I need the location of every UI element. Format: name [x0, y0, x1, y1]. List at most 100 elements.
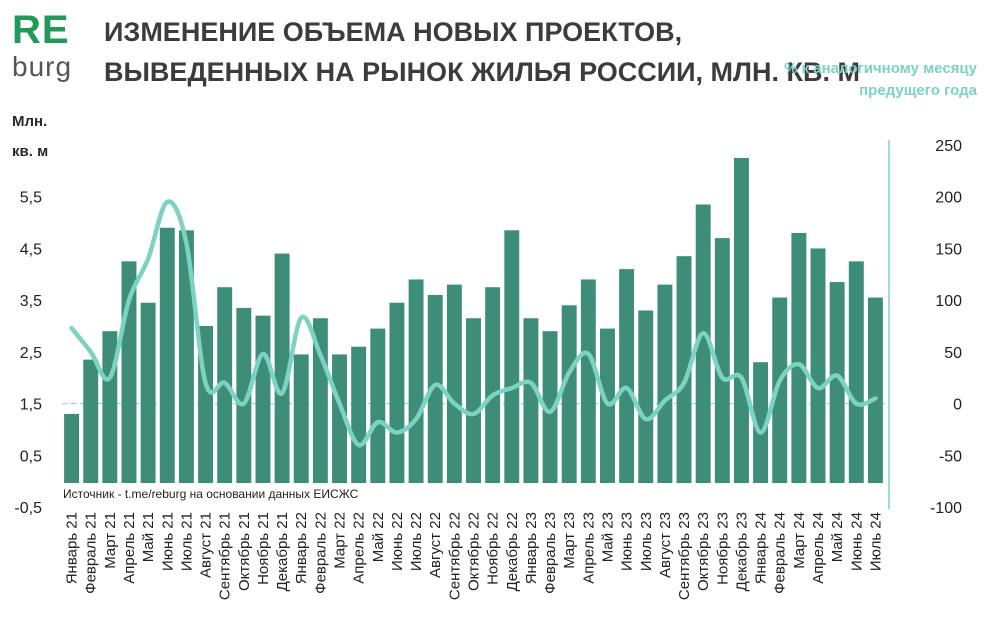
x-tick-label: Январь 22 — [293, 512, 310, 584]
x-tick-label: Август 21 — [198, 512, 215, 578]
y-right-tick: -100 — [930, 500, 962, 517]
bar — [140, 302, 156, 483]
x-tick-label: Август 22 — [427, 512, 444, 578]
bar — [466, 318, 481, 483]
x-tick-label: Сентябрь 23 — [676, 512, 693, 600]
logo-burg: burg — [12, 51, 73, 82]
x-tick-label: Апрель 23 — [580, 512, 597, 584]
x-tick-label: Апрель 24 — [810, 512, 827, 584]
bar — [867, 297, 883, 483]
x-tick-label: Октябрь 23 — [695, 512, 712, 591]
y-right-tick: 100 — [935, 293, 962, 310]
bar — [351, 346, 367, 483]
bar — [791, 232, 807, 483]
x-tick-label: Май 21 — [140, 512, 157, 562]
x-tick-label: Июнь 23 — [619, 512, 636, 571]
x-tick-label: Ноябрь 21 — [255, 512, 272, 585]
y-right-tick: 250 — [935, 138, 962, 155]
bar — [236, 307, 252, 483]
bar — [293, 354, 309, 483]
x-tick-label: Декабрь 22 — [504, 512, 521, 591]
bar — [159, 227, 175, 483]
bar — [504, 230, 520, 483]
y-right-tick: 150 — [935, 241, 962, 258]
page-title: ИЗМЕНЕНИЕ ОБЪЕМА НОВЫХ ПРОЕКТОВ, ВЫВЕДЕН… — [104, 17, 860, 87]
x-tick-label: Январь 23 — [523, 512, 540, 584]
bar — [619, 269, 635, 483]
bar — [733, 157, 749, 483]
y-left-tick: -0,5 — [14, 500, 42, 517]
x-tick-label: Апрель 22 — [351, 512, 368, 584]
bar — [83, 359, 99, 483]
left-axis-label: Млн. кв. м — [12, 113, 49, 160]
x-tick-label: Октябрь 21 — [236, 512, 253, 591]
x-tick-label: Январь 21 — [64, 512, 81, 584]
bar — [408, 279, 424, 483]
bar — [561, 305, 577, 483]
y-left-tick: 4,5 — [20, 241, 42, 258]
y-right-tick: 50 — [944, 345, 962, 362]
bar — [772, 297, 788, 483]
bar — [178, 230, 194, 483]
y-left-tick: 5,5 — [20, 190, 42, 207]
bar — [810, 248, 826, 483]
y-left-tick: 3,5 — [20, 293, 42, 310]
x-tick-label: Сентябрь 21 — [217, 512, 234, 600]
bar — [542, 331, 558, 483]
x-tick-label: Февраль 21 — [83, 512, 100, 594]
x-tick-label: Март 21 — [102, 512, 119, 569]
y-left-tick: 1,5 — [20, 397, 42, 414]
x-tick-label: Декабрь 21 — [274, 512, 291, 591]
x-tick-label: Май 24 — [829, 512, 846, 562]
x-tick-label: Июнь 24 — [848, 512, 865, 571]
bar — [523, 318, 539, 483]
x-tick-label: Март 23 — [561, 512, 578, 569]
x-tick-label: Октябрь 22 — [466, 512, 483, 591]
x-tick-label: Июнь 21 — [159, 512, 176, 571]
x-tick-label: Февраль 22 — [312, 512, 329, 594]
x-tick-label: Май 23 — [599, 512, 616, 562]
percent-change-line — [69, 199, 878, 448]
bar — [657, 284, 673, 483]
bar — [332, 354, 347, 483]
bar — [695, 204, 711, 483]
x-tick-label: Ноябрь 23 — [714, 512, 731, 585]
bar — [370, 328, 386, 483]
x-tick-label: Июль 21 — [178, 512, 195, 571]
y-right-tick: 200 — [935, 190, 962, 207]
x-tick-label: Июль 22 — [408, 512, 425, 571]
x-tick-label: Март 22 — [332, 512, 349, 569]
bar — [389, 302, 405, 483]
bar — [580, 279, 596, 483]
x-tick-label: Февраль 23 — [542, 512, 559, 594]
bar — [638, 310, 654, 483]
y-left-tick: 2,5 — [20, 345, 42, 362]
bar — [848, 261, 864, 483]
logo-re: RE — [12, 8, 70, 52]
x-tick-label: Май 22 — [370, 512, 387, 562]
x-tick-label: Январь 24 — [753, 512, 770, 584]
x-tick-label: Февраль 24 — [772, 512, 789, 594]
x-tick-label: Август 23 — [657, 512, 674, 578]
x-tick-label: Декабрь 23 — [733, 512, 750, 591]
x-tick-label: Июль 23 — [638, 512, 655, 571]
bar — [714, 238, 730, 483]
x-tick-label: Апрель 21 — [121, 512, 138, 584]
bar — [427, 294, 443, 483]
bar — [255, 315, 271, 483]
bar — [446, 284, 462, 483]
y-left-tick: 0,5 — [20, 448, 42, 465]
bar — [829, 282, 845, 483]
x-tick-label: Март 24 — [791, 512, 808, 569]
bar — [753, 362, 769, 483]
x-tick-label: Сентябрь 22 — [446, 512, 463, 600]
x-tick-label: Июль 24 — [867, 512, 884, 571]
bar — [64, 413, 80, 483]
y-right-tick: 0 — [953, 397, 962, 414]
x-tick-label: Июнь 22 — [389, 512, 406, 571]
right-axis-label: % к аналогичному месяцу предущего года — [784, 60, 977, 99]
bar — [485, 287, 501, 483]
bar — [274, 253, 290, 483]
bar — [676, 256, 692, 483]
